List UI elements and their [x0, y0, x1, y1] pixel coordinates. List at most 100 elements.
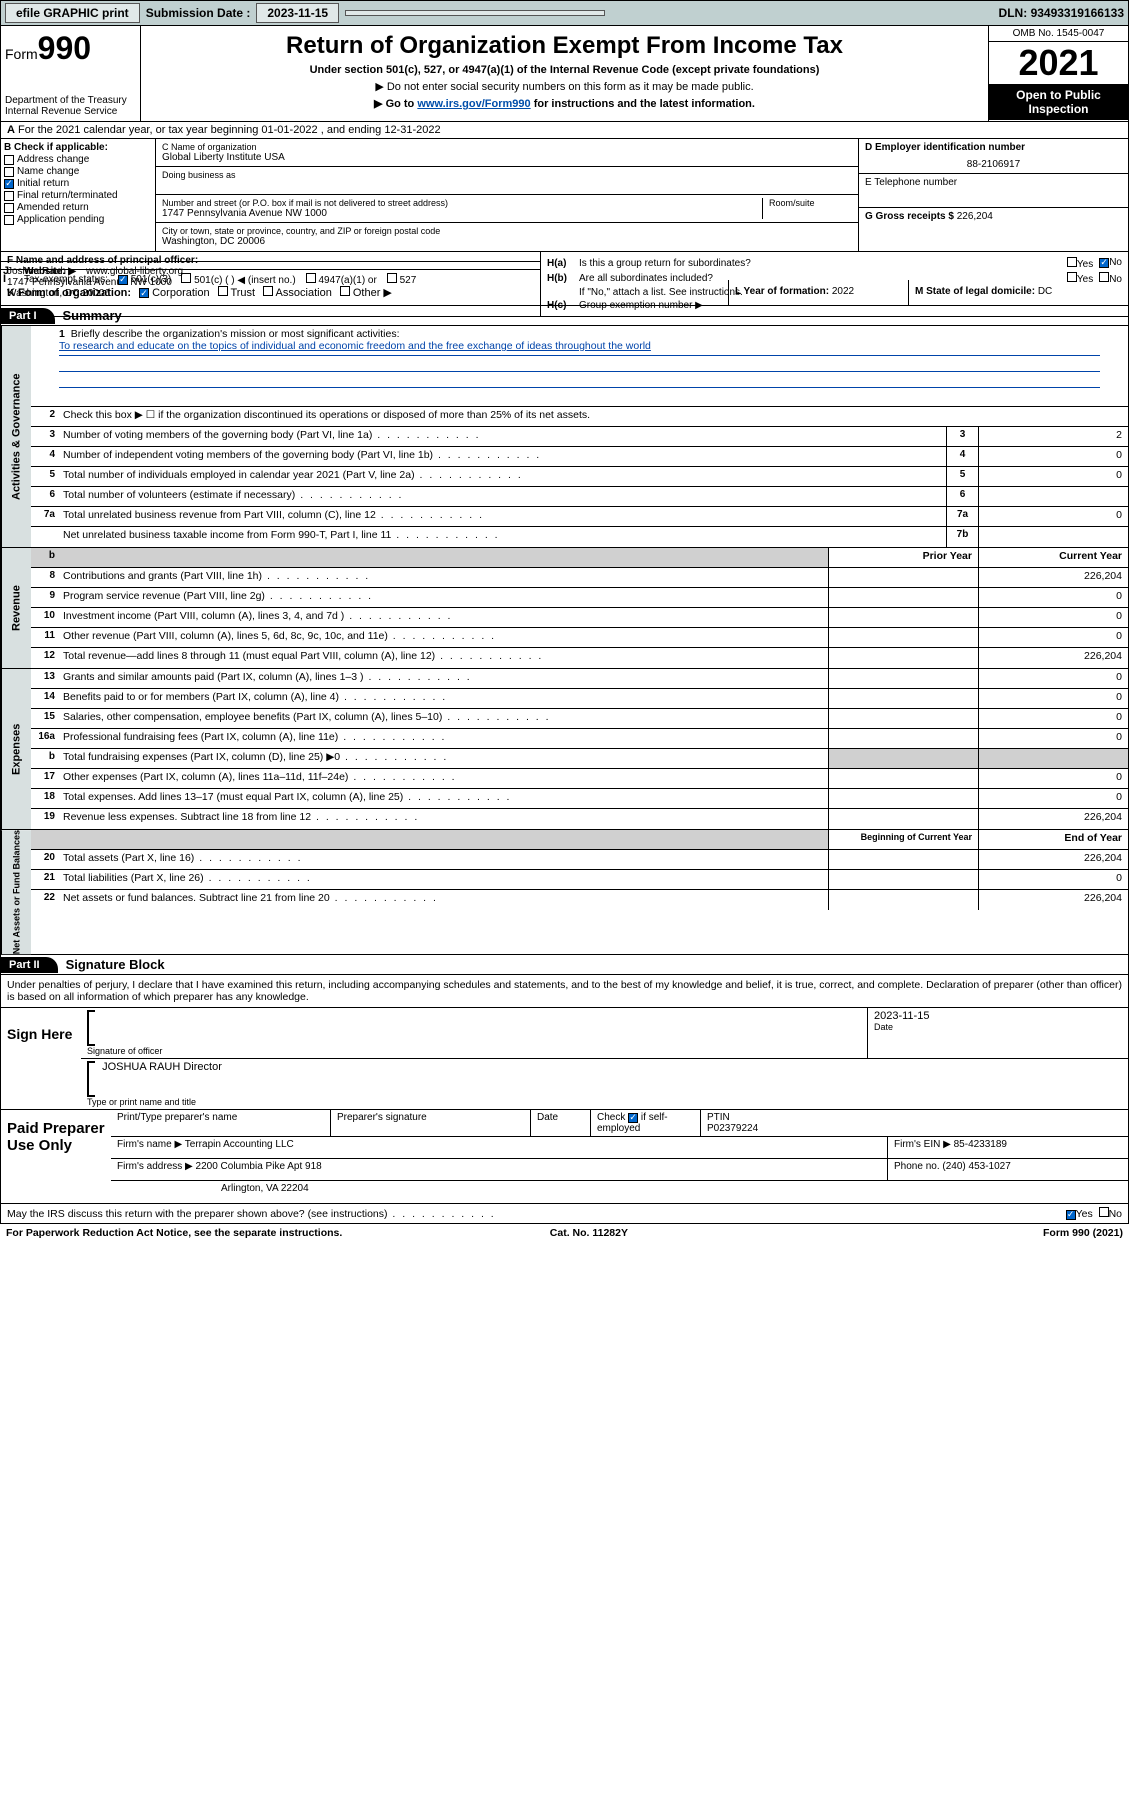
dba-cell: Doing business as [156, 167, 858, 195]
summary-row: 22Net assets or fund balances. Subtract … [31, 890, 1128, 910]
section-b: B Check if applicable: Address changeNam… [1, 139, 156, 251]
summary-row: bTotal fundraising expenses (Part IX, co… [31, 749, 1128, 769]
summary-row: 20Total assets (Part X, line 16)226,204 [31, 850, 1128, 870]
self-employed-checkbox[interactable]: ✓ [628, 1113, 638, 1123]
street-cell: Number and street (or P.O. box if mail i… [156, 195, 858, 223]
submission-date: 2023-11-15 [256, 3, 339, 23]
checkbox[interactable] [4, 191, 14, 201]
summary-row: 17Other expenses (Part IX, column (A), l… [31, 769, 1128, 789]
open-to-public: Open to Public Inspection [989, 84, 1128, 120]
summary-exp: Expenses 13Grants and similar amounts pa… [0, 669, 1129, 830]
summary-row: 14Benefits paid to or for members (Part … [31, 689, 1128, 709]
sign-date: 2023-11-15 [874, 1010, 1122, 1022]
submission-date-label: Submission Date : [146, 6, 251, 20]
section-deg: D Employer identification number 88-2106… [858, 139, 1128, 251]
phone-cell: E Telephone number [859, 174, 1128, 208]
summary-row: Net unrelated business taxable income fr… [31, 527, 1128, 547]
section-b-label: B Check if applicable: [4, 142, 152, 153]
org-name: Global Liberty Institute USA [162, 152, 852, 163]
year-formation: L Year of formation: 2022 [728, 280, 908, 305]
irs-link[interactable]: www.irs.gov/Form990 [417, 98, 530, 110]
firm-addr1: 2200 Columbia Pike Apt 918 [196, 1161, 322, 1172]
summary-row: 10Investment income (Part VIII, column (… [31, 608, 1128, 628]
paid-preparer-label: Paid Preparer Use Only [1, 1110, 111, 1203]
checkbox[interactable] [4, 203, 14, 213]
form-number: Form990 [5, 30, 136, 67]
rev-col-headers: b Prior Year Current Year [31, 548, 1128, 568]
part2-header: Part II Signature Block [0, 955, 1129, 975]
firm-phone: (240) 453-1027 [942, 1161, 1010, 1172]
summary-row: 9Program service revenue (Part VIII, lin… [31, 588, 1128, 608]
checkbox[interactable] [4, 167, 14, 177]
gross-receipts: 226,204 [957, 211, 993, 222]
ptin: P02379224 [707, 1123, 758, 1134]
ha-yesno: Yes ✓No [1067, 257, 1122, 270]
subtitle-2: ▶ Do not enter social security numbers o… [147, 80, 982, 93]
summary-row: 16aProfessional fundraising fees (Part I… [31, 729, 1128, 749]
ha-no-checkbox[interactable]: ✓ [1099, 258, 1109, 268]
vtab-net: Net Assets or Fund Balances [1, 830, 31, 954]
checkbox[interactable] [4, 155, 14, 165]
section-b-item: Address change [4, 154, 152, 165]
header-mid: Return of Organization Exempt From Incom… [141, 26, 988, 121]
preparer-block: Paid Preparer Use Only Print/Type prepar… [0, 1110, 1129, 1204]
summary-row: 12Total revenue—add lines 8 through 11 (… [31, 648, 1128, 668]
discuss-no-checkbox[interactable] [1099, 1207, 1109, 1217]
summary-row: 6Total number of volunteers (estimate if… [31, 487, 1128, 507]
section-b-item: ✓Initial return [4, 178, 152, 189]
discuss-yes-checkbox[interactable]: ✓ [1066, 1210, 1076, 1220]
summary-rev: Revenue b Prior Year Current Year 8Contr… [0, 548, 1129, 669]
checkbox[interactable] [4, 215, 14, 225]
officer-name-title: JOSHUA RAUH Director [102, 1061, 222, 1073]
ein-value: 88-2106917 [865, 159, 1122, 170]
firm-name: Terrapin Accounting LLC [185, 1139, 294, 1150]
ha-yes-checkbox[interactable] [1067, 257, 1077, 267]
subtitle-1: Under section 501(c), 527, or 4947(a)(1)… [147, 64, 982, 76]
section-b-item: Final return/terminated [4, 190, 152, 201]
line-1: 1 Briefly describe the organization's mi… [31, 326, 1128, 407]
line-2: 2Check this box ▶ ☐ if the organization … [31, 407, 1128, 427]
efile-print-button[interactable]: efile GRAPHIC print [5, 3, 140, 23]
summary-row: 4Number of independent voting members of… [31, 447, 1128, 467]
checkbox[interactable]: ✓ [4, 179, 14, 189]
top-bar: efile GRAPHIC print Submission Date : 20… [0, 0, 1129, 26]
form-title: Return of Organization Exempt From Incom… [147, 32, 982, 60]
row-j: J Website: ▶ www.global-liberty.org [0, 261, 540, 280]
summary-gov: Activities & Governance 1 Briefly descri… [0, 326, 1129, 548]
city-state-zip: Washington, DC 20006 [162, 236, 852, 247]
summary-net: Net Assets or Fund Balances Beginning of… [0, 830, 1129, 955]
row-a-tax-year: A For the 2021 calendar year, or tax yea… [0, 122, 1129, 139]
spacer-button [345, 10, 605, 16]
sign-block: Sign Here Signature of officer 2023-11-1… [0, 1008, 1129, 1110]
prep-row-1: Print/Type preparer's name Preparer's si… [111, 1110, 1128, 1137]
summary-row: 11Other revenue (Part VIII, column (A), … [31, 628, 1128, 648]
block-bcdeg: B Check if applicable: Address changeNam… [0, 139, 1129, 252]
form-page: Form 990 (2021) [1043, 1227, 1123, 1239]
irs-label: Internal Revenue Service [5, 106, 136, 117]
summary-row: 21Total liabilities (Part X, line 26)0 [31, 870, 1128, 890]
mission-text: To research and educate on the topics of… [59, 340, 1100, 356]
summary-row: 3Number of voting members of the governi… [31, 427, 1128, 447]
gross-receipts-cell: G Gross receipts $ 226,204 [859, 208, 1128, 242]
prep-row-4: Arlington, VA 22204 [111, 1181, 1128, 1203]
dept-treasury: Department of the Treasury [5, 95, 136, 106]
cat-no: Cat. No. 11282Y [550, 1227, 628, 1239]
vtab-exp: Expenses [1, 669, 31, 829]
summary-row: 18Total expenses. Add lines 13–17 (must … [31, 789, 1128, 809]
discuss-row: May the IRS discuss this return with the… [0, 1204, 1129, 1224]
form-header: Form990 Department of the Treasury Inter… [0, 26, 1129, 122]
vtab-gov: Activities & Governance [1, 326, 31, 547]
summary-row: 7aTotal unrelated business revenue from … [31, 507, 1128, 527]
corp-checkbox[interactable]: ✓ [139, 288, 149, 298]
org-name-cell: C Name of organization Global Liberty In… [156, 139, 858, 167]
tax-year: 2021 [989, 42, 1128, 84]
firm-addr2: Arlington, VA 22204 [111, 1181, 1128, 1203]
vtab-rev: Revenue [1, 548, 31, 668]
summary-row: 19Revenue less expenses. Subtract line 1… [31, 809, 1128, 829]
footer: For Paperwork Reduction Act Notice, see … [0, 1224, 1129, 1242]
summary-row: 8Contributions and grants (Part VIII, li… [31, 568, 1128, 588]
header-left: Form990 Department of the Treasury Inter… [1, 26, 141, 121]
dln: DLN: 93493319166133 [999, 6, 1124, 20]
summary-row: 13Grants and similar amounts paid (Part … [31, 669, 1128, 689]
section-c: C Name of organization Global Liberty In… [156, 139, 858, 251]
